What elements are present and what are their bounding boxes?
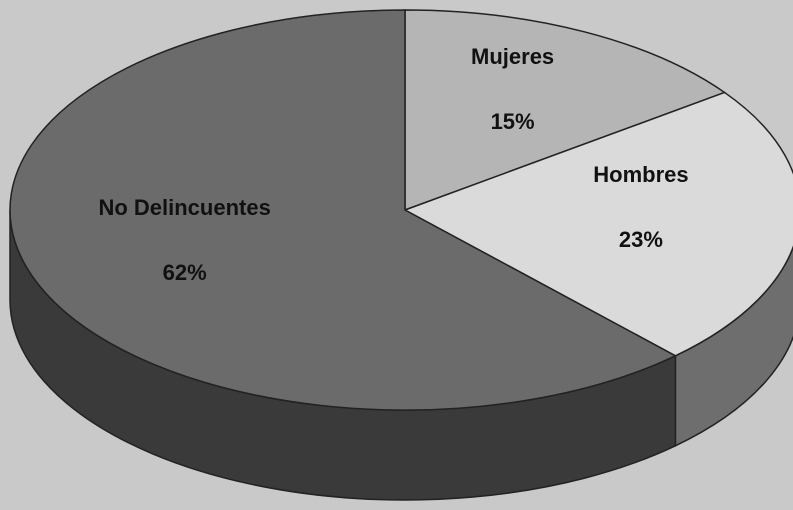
slice-value-label: 23% (619, 227, 663, 252)
slice-label: Hombres (593, 162, 688, 187)
slice-label: No Delincuentes (98, 195, 270, 220)
slice (9, 9, 678, 411)
slice (404, 9, 727, 212)
slice-label: Mujeres (471, 44, 554, 69)
slice (403, 91, 793, 357)
slice-value-label: 15% (491, 109, 535, 134)
slice-value-label: 62% (163, 260, 207, 285)
